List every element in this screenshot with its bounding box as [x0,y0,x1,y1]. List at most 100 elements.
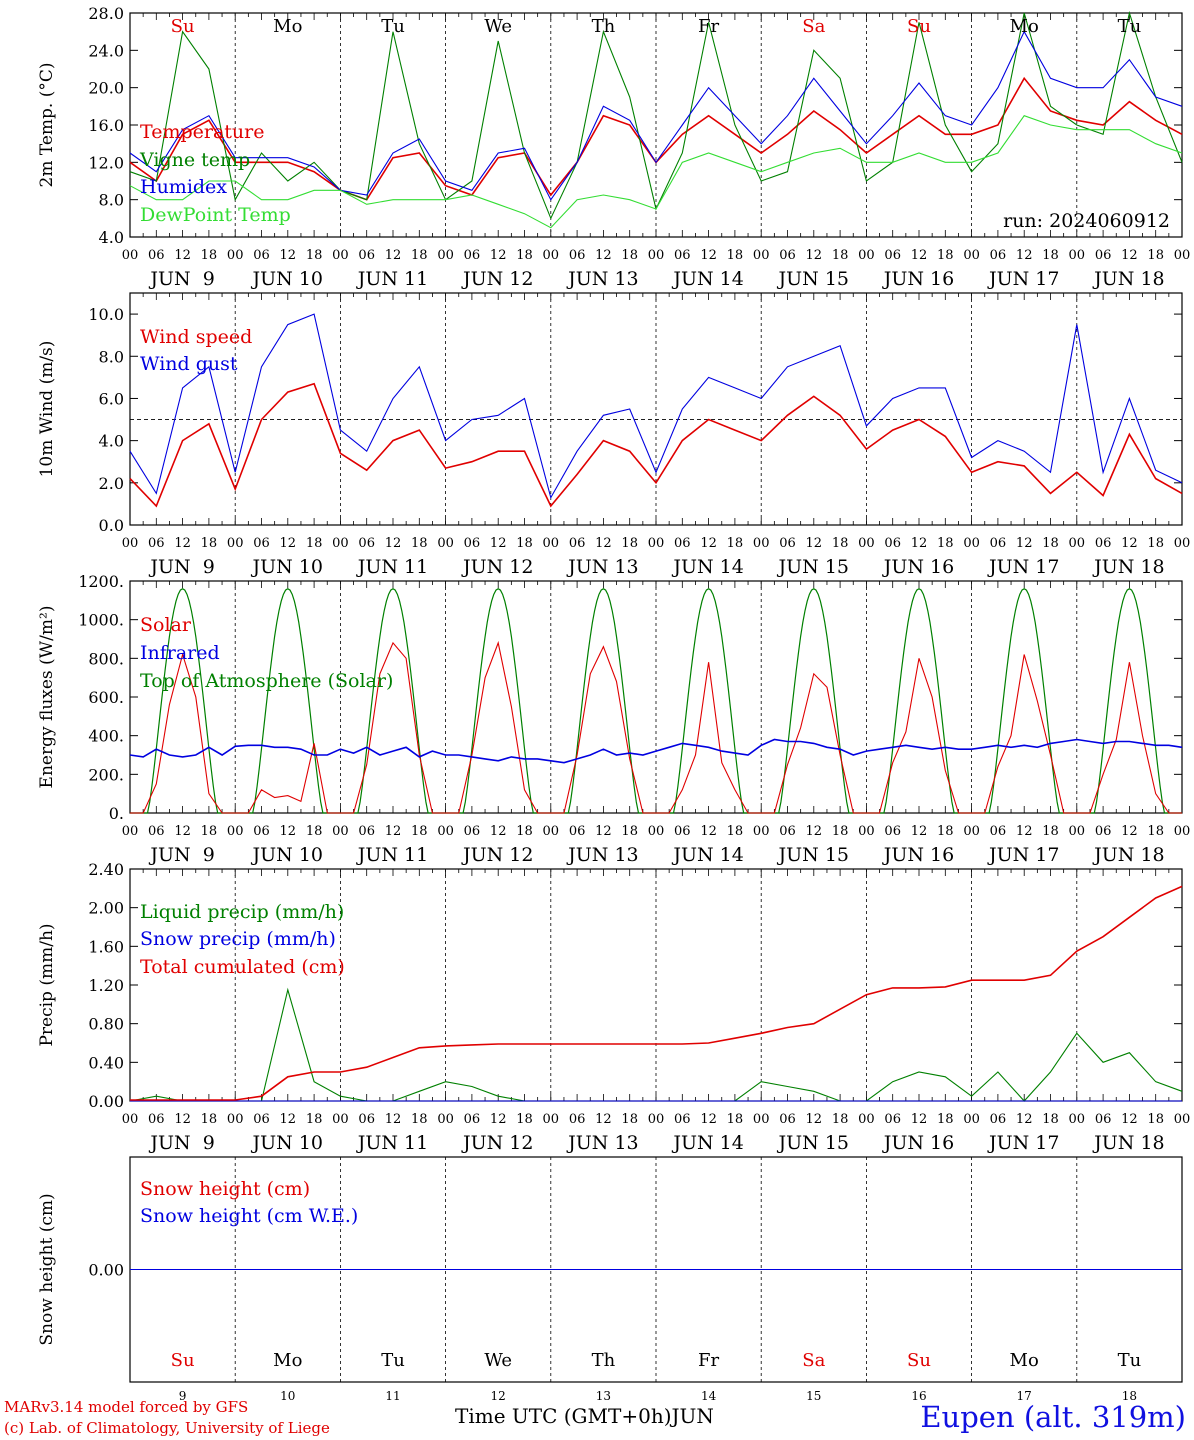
x-tick-label: 00 [1069,824,1086,839]
x-tick-label: 00 [1174,248,1191,263]
x-tick-label: 18 [621,536,638,551]
y-tick-label: 8.0 [99,347,124,366]
x-tick-label: 06 [779,248,796,263]
legend-entry: Infrared [140,642,220,664]
legend-entry: Total cumulated (cm) [140,956,345,978]
x-tick-label: 06 [569,1112,586,1127]
series-dewpoint-temp [129,115,1183,229]
x-tick-label: 00 [963,536,980,551]
x-tick-label: 00 [227,1112,244,1127]
day-number: 17 [1017,1389,1032,1403]
x-tick-label: 12 [280,248,297,263]
x-tick-label: 18 [727,1112,744,1127]
legend-entry: Snow height (cm) [140,1178,310,1200]
legend-entry: Wind gust [140,353,238,375]
weekday-label: Mo [273,1350,302,1371]
x-tick-label: 12 [1121,248,1138,263]
x-tick-label: 06 [569,824,586,839]
weekday-label: Th [592,1350,616,1371]
x-tick-label: 18 [1147,536,1164,551]
y-tick-label: 0.80 [88,1015,124,1034]
y-tick-label: 600. [88,688,124,707]
weekday-label: Sa [802,16,825,37]
x-tick-label: 18 [306,1112,323,1127]
x-tick-label: 00 [753,536,770,551]
date-label: JUN 10 [251,844,323,866]
x-tick-label: 06 [358,824,375,839]
x-tick-label: 18 [411,1112,428,1127]
day-number: 14 [701,1389,717,1403]
date-label: JUN 18 [1092,556,1164,578]
x-tick-label: 18 [1147,824,1164,839]
date-label: JUN 18 [1092,268,1164,290]
y-axis-label: Energy fluxes (W/m²) [37,606,57,789]
weekday-label: Tu [1118,16,1142,37]
x-tick-label: 06 [464,248,481,263]
x-tick-label: 00 [648,248,665,263]
x-tick-label: 00 [543,824,560,839]
y-tick-label: 1200. [78,572,124,591]
weekday-label: We [484,16,512,37]
x-tick-label: 12 [385,1112,402,1127]
weekday-label: Tu [381,16,405,37]
x-tick-label: 18 [937,248,954,263]
date-label: JUN 16 [882,556,954,578]
legend-entry: Snow precip (mm/h) [140,928,336,950]
x-tick-label: 00 [963,1112,980,1127]
x-tick-label: 06 [1095,248,1112,263]
weekday-label: Su [171,16,195,37]
x-tick-label: 00 [753,824,770,839]
date-label: JUN 12 [461,268,533,290]
day-number: 9 [179,1389,187,1403]
x-tick-label: 00 [963,248,980,263]
date-label: JUN 11 [356,268,428,290]
x-tick-label: 12 [911,536,928,551]
y-tick-label: 24.0 [88,41,124,60]
x-tick-label: 18 [621,1112,638,1127]
x-tick-label: 18 [201,536,218,551]
weekday-label: Th [592,16,616,37]
x-tick-label: 06 [674,824,691,839]
x-tick-label: 06 [674,1112,691,1127]
legend-entry: Wind speed [140,326,252,348]
x-tick-label: 06 [990,1112,1007,1127]
y-tick-label: 0.40 [88,1053,124,1072]
x-tick-label: 18 [1042,536,1059,551]
weekday-label: Mo [273,16,302,37]
x-tick-label: 12 [700,824,717,839]
x-tick-label: 06 [253,248,270,263]
day-number: 11 [385,1389,400,1403]
x-tick-label: 00 [332,536,349,551]
x-tick-label: 00 [648,536,665,551]
x-tick-label: 00 [1174,1112,1191,1127]
x-axis-title-text: Time UTC (GMT+0h) [455,1404,672,1428]
date-label: JUN 12 [461,556,533,578]
weekday-label: Mo [1010,16,1039,37]
date-label: JUN 13 [566,556,638,578]
y-tick-label: 0.00 [88,1092,124,1111]
y-tick-label: 800. [88,649,124,668]
x-tick-label: 06 [358,1112,375,1127]
y-axis-label: 10m Wind (m/s) [37,341,57,478]
x-tick-label: 06 [884,248,901,263]
date-label: JUN 14 [671,844,743,866]
x-tick-label: 06 [884,824,901,839]
x-tick-label: 06 [779,824,796,839]
date-label: JUN 17 [987,844,1059,866]
series-total-cumulated-cm- [130,885,1183,1101]
x-tick-label: 00 [543,1112,560,1127]
x-tick-label: 06 [148,1112,165,1127]
x-tick-label: 12 [911,824,928,839]
x-tick-label: 00 [227,824,244,839]
weekday-label: Su [171,1350,195,1371]
x-tick-label: 18 [201,1112,218,1127]
x-tick-label: 12 [280,1112,297,1127]
x-tick-label: 18 [937,1112,954,1127]
day-number: 12 [491,1389,506,1403]
x-tick-label: 06 [148,536,165,551]
panel-3: 0. 200. 400. 600. 800. 1000. 1200. Energy fluxe… [37,572,1190,866]
x-tick-label: 18 [1147,1112,1164,1127]
x-tick-label: 06 [253,536,270,551]
date-label: JUN 17 [987,268,1059,290]
x-tick-label: 18 [727,536,744,551]
